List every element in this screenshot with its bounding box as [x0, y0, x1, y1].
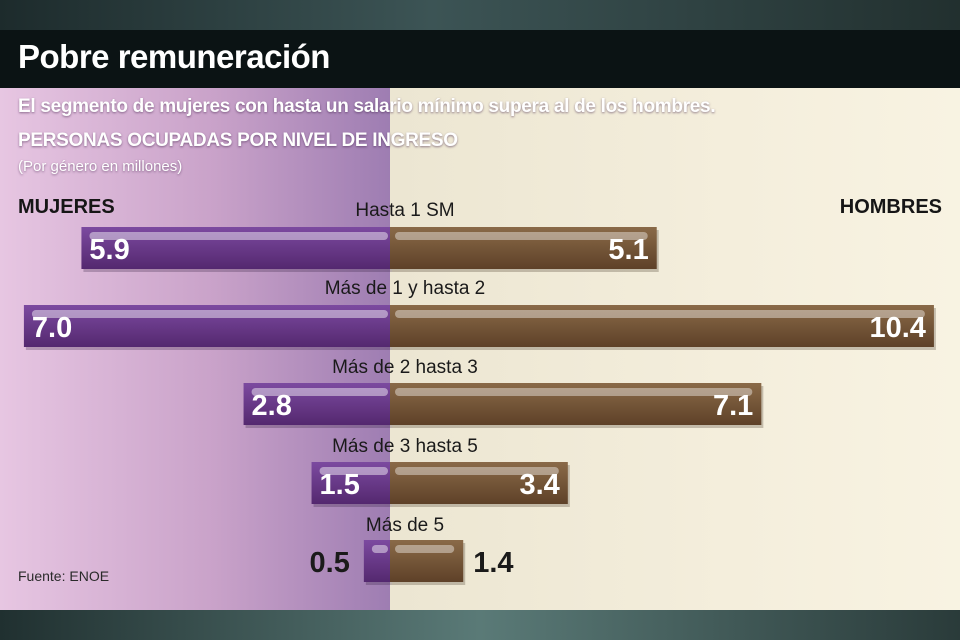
mujeres-bar-highlight — [251, 388, 388, 396]
mujeres-bar — [363, 540, 390, 582]
title-bar — [0, 30, 960, 88]
mujeres-label: MUJERES — [18, 196, 115, 218]
top-background-band — [0, 0, 960, 30]
hombres-bar-highlight — [395, 388, 753, 396]
hombres-bar — [390, 383, 762, 425]
hombres-value-label: 7.1 — [713, 390, 753, 422]
hombres-panel — [390, 88, 960, 610]
mujeres-value-label: 7.0 — [32, 312, 72, 344]
bottom-background-band — [0, 610, 960, 640]
mujeres-value-label: 0.5 — [310, 547, 350, 579]
mujeres-bar — [23, 305, 391, 347]
mujeres-bar-highlight — [31, 310, 389, 318]
subtitle: El segmento de mujeres con hasta un sala… — [18, 96, 716, 117]
category-label: Más de 1 y hasta 2 — [325, 278, 486, 299]
page-title: Pobre remuneración — [18, 38, 330, 75]
hombres-bar-highlight — [395, 467, 559, 475]
hombres-bar — [390, 462, 568, 504]
mujeres-bar — [243, 383, 390, 425]
mujeres-bar-highlight — [371, 545, 388, 553]
hombres-value-label: 3.4 — [519, 469, 559, 501]
mujeres-bar-highlight — [89, 232, 389, 240]
hombres-label: HOMBRES — [839, 196, 942, 218]
category-label: Más de 5 — [366, 515, 444, 536]
hombres-bar-highlight — [395, 232, 648, 240]
mujeres-value-label: 1.5 — [320, 469, 360, 501]
mujeres-value-label: 2.8 — [252, 390, 292, 422]
hombres-value-label: 1.4 — [473, 547, 513, 579]
hombres-value-label: 10.4 — [869, 312, 925, 344]
hombres-bar-highlight — [395, 545, 455, 553]
category-label: Más de 3 hasta 5 — [332, 436, 478, 457]
mujeres-bar — [311, 462, 390, 504]
mujeres-panel — [0, 88, 390, 610]
hombres-bar — [390, 305, 934, 347]
mujeres-bar — [81, 227, 391, 269]
hombres-value-label: 5.1 — [608, 234, 648, 266]
hombres-bar — [390, 540, 464, 582]
hombres-bar — [390, 227, 657, 269]
chart-title: PERSONAS OCUPADAS POR NIVEL DE INGRESO — [18, 130, 458, 151]
chart-units: (Por género en millones) — [18, 158, 183, 175]
mujeres-bar-highlight — [319, 467, 388, 475]
source-note: Fuente: ENOE — [18, 568, 110, 584]
category-label: Hasta 1 SM — [355, 200, 454, 221]
mujeres-value-label: 5.9 — [89, 234, 129, 266]
category-label: Más de 2 hasta 3 — [332, 357, 478, 378]
hombres-bar-highlight — [395, 310, 925, 318]
